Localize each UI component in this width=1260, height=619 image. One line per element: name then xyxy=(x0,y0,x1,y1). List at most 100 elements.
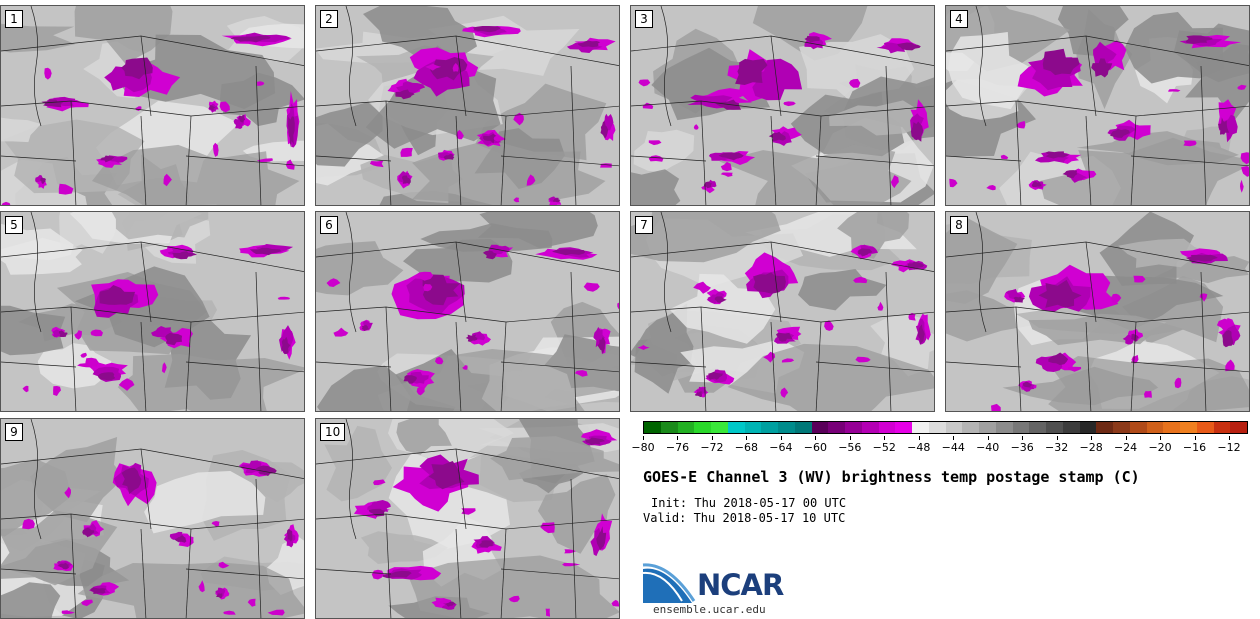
colorbar-cell xyxy=(1129,422,1147,433)
colorbar-tick xyxy=(780,436,782,440)
colorbar-cell xyxy=(928,422,946,433)
colorbar-tick-label: −64 xyxy=(769,441,793,454)
colorbar-cell xyxy=(912,422,929,433)
colorbar-tick-label: −44 xyxy=(941,441,965,454)
postage-stamp-panel: 8 xyxy=(945,211,1250,412)
wv-map xyxy=(1,6,304,205)
colorbar-cell xyxy=(1046,422,1063,433)
colorbar-tick-label: −28 xyxy=(1079,441,1103,454)
colorbar-cell xyxy=(979,422,996,433)
colorbar-cell xyxy=(1163,422,1180,433)
colorbar-tick xyxy=(849,436,851,440)
panel-number-label: 6 xyxy=(320,216,338,234)
colorbar-cell xyxy=(1113,422,1130,433)
panel-number-label: 7 xyxy=(635,216,653,234)
colorbar-cell xyxy=(861,422,879,433)
wv-map xyxy=(1,212,304,411)
panel-number-label: 9 xyxy=(5,423,23,441)
colorbar-tick-label: −24 xyxy=(1113,441,1138,454)
panel-number-label: 4 xyxy=(950,10,968,28)
colorbar-cell xyxy=(1196,422,1214,433)
colorbar-cell xyxy=(895,422,912,433)
colorbar-cell xyxy=(644,422,661,433)
postage-stamp-panel: 9 xyxy=(0,418,305,619)
postage-stamp-panel: 10 xyxy=(315,418,620,619)
colorbar-tick-label: −12 xyxy=(1217,441,1241,454)
panel-number-label: 3 xyxy=(635,10,653,28)
postage-stamp-panel: 7 xyxy=(630,211,935,412)
colorbar-cell xyxy=(711,422,728,433)
wv-map xyxy=(316,419,619,618)
colorbar-tick-label: −68 xyxy=(734,441,759,454)
colorbar-cell xyxy=(1079,422,1097,433)
wv-map xyxy=(631,6,934,205)
colorbar-tick xyxy=(643,436,644,440)
panel-number-label: 5 xyxy=(5,216,23,234)
colorbar-tick-label: −40 xyxy=(976,441,1000,454)
colorbar-tick xyxy=(1056,436,1058,440)
wv-map xyxy=(631,212,934,411)
postage-stamp-panel: 5 xyxy=(0,211,305,412)
colorbar-tick-label: −16 xyxy=(1182,441,1207,454)
colorbar-tick xyxy=(918,436,920,440)
colorbar-tick xyxy=(1091,436,1093,440)
colorbar-tick-label: −56 xyxy=(838,441,862,454)
colorbar-tick xyxy=(1022,436,1024,440)
postage-stamp-panel: 6 xyxy=(315,211,620,412)
colorbar-cell xyxy=(761,422,778,433)
colorbar-tick-label: −60 xyxy=(803,441,827,454)
colorbar-tick-label: −52 xyxy=(872,441,896,454)
colorbar-cell xyxy=(1230,422,1247,433)
init-time: Init: Thu 2018-05-17 00 UTC xyxy=(651,496,847,510)
colorbar-tick xyxy=(815,436,817,440)
colorbar-cell xyxy=(811,422,829,433)
colorbar-cell xyxy=(845,422,862,433)
ncar-logo xyxy=(642,563,696,603)
colorbar-cell xyxy=(1062,422,1080,433)
postage-stamp-panel: 2 xyxy=(315,5,620,206)
postage-stamp-panel: 1 xyxy=(0,5,305,206)
colorbar-tick xyxy=(1229,436,1230,440)
colorbar-cell xyxy=(660,422,678,433)
colorbar-tick-label: −76 xyxy=(665,441,690,454)
colorbar-ticks: −80 −76 −72 −68 −64 −60 −56 −52 −48 −44 −40 −36 −32−… xyxy=(631,436,1248,456)
colorbar-tick xyxy=(711,436,713,440)
colorbar-tick-label: −32 xyxy=(1045,441,1069,454)
postage-stamp-panel: 4 xyxy=(945,5,1250,206)
panel-number-label: 2 xyxy=(320,10,338,28)
colorbar-cell xyxy=(744,422,762,433)
colorbar-tick xyxy=(987,436,989,440)
colorbar-tick-label: −20 xyxy=(1148,441,1172,454)
colorbar-tick xyxy=(677,436,679,440)
colorbar-cell xyxy=(1180,422,1197,433)
colorbar-tick-label: −48 xyxy=(907,441,931,454)
panel-number-label: 10 xyxy=(320,423,346,441)
colorbar-cell xyxy=(878,422,896,433)
colorbar xyxy=(643,421,1248,434)
colorbar-tick xyxy=(746,436,748,440)
wv-map xyxy=(946,212,1249,411)
colorbar-cell xyxy=(995,422,1013,433)
colorbar-cell xyxy=(1012,422,1030,433)
wv-map xyxy=(1,419,304,618)
ncar-logo-text: NCAR xyxy=(697,568,784,602)
postage-stamp-panel: 3 xyxy=(630,5,935,206)
panel-number-label: 8 xyxy=(950,216,968,234)
colorbar-tick xyxy=(1194,436,1196,440)
panel-number-label: 1 xyxy=(5,10,23,28)
colorbar-cell xyxy=(694,422,711,433)
colorbar-cell xyxy=(945,422,963,433)
colorbar-tick xyxy=(1125,436,1127,440)
colorbar-tick-label: −36 xyxy=(1010,441,1034,454)
colorbar-cell xyxy=(1029,422,1046,433)
colorbar-cell xyxy=(727,422,745,433)
colorbar-cell xyxy=(677,422,695,433)
wv-map xyxy=(946,6,1249,205)
valid-time: Valid: Thu 2018-05-17 10 UTC xyxy=(643,511,846,525)
wv-map xyxy=(316,6,619,205)
colorbar-tick xyxy=(1160,436,1162,440)
logo-url: ensemble.ucar.edu xyxy=(653,603,766,616)
figure-title: GOES-E Channel 3 (WV) brightness temp po… xyxy=(643,468,1140,486)
colorbar-cell xyxy=(962,422,979,433)
colorbar-cell xyxy=(778,422,795,433)
